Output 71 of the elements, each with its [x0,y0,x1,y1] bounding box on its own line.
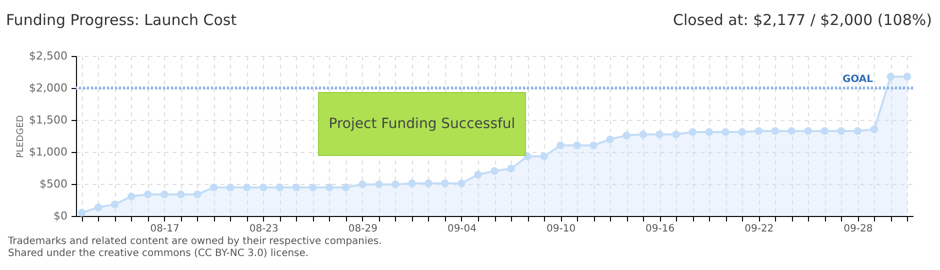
point [804,127,812,135]
point [820,127,829,135]
x-tick-label: 09-28 [844,224,873,234]
point [160,190,168,198]
point [754,127,763,135]
point [441,179,449,188]
y-tick-label: $2,000 [29,82,68,94]
y-tick-label: $500 [40,178,68,190]
point [242,183,251,192]
point [292,183,300,192]
point [886,72,895,81]
y-tick-label: $2,500 [29,50,68,62]
point [326,183,334,192]
point [375,180,383,188]
point [705,128,713,136]
point [78,208,86,217]
point [837,127,846,135]
point [556,141,564,150]
point [193,190,202,198]
point [722,128,730,136]
point [606,135,614,144]
point [771,127,780,135]
chart-subtitle: Closed at: $2,177 / $2,000 (108%) [673,11,932,29]
point [540,152,548,160]
banner: Project Funding Successful [318,92,526,156]
point [672,130,680,138]
point [854,127,862,135]
point [176,190,185,198]
x-tick-label: 08-17 [150,224,180,234]
point [342,183,350,192]
point [424,179,432,188]
point [276,183,284,192]
point [474,170,482,179]
y-tick-label: $1,000 [29,146,68,158]
point [94,203,102,212]
point [226,183,234,192]
x-tick-label: 09-22 [744,224,774,234]
text: Trademarks and related content are owned by their respective companies. [8,236,382,248]
y-tick-label: $1,500 [29,114,68,126]
point [408,179,416,188]
y-tick-label: $0 [54,210,68,222]
point [507,164,515,173]
point [260,183,268,192]
point [738,128,746,136]
point [490,167,498,175]
point [788,127,796,135]
x-tick-label: 09-10 [546,224,576,234]
point [590,141,598,150]
x-tick-label: 09-16 [646,224,675,234]
x-tick-label: 08-29 [348,224,378,234]
point [210,183,218,192]
point [688,128,696,136]
ref-line-label: GOAL [842,74,874,85]
chart-title: Funding Progress: Launch Cost [6,11,237,29]
point [309,183,317,192]
point [458,179,466,188]
point [639,130,647,138]
x-tick-label: 09-04 [447,224,477,234]
y-axis-title: PLEDGED [16,115,26,158]
point [392,180,400,188]
text: Shared under the creative commons (CC BY-NC 3.0) license. [8,248,310,260]
point [127,192,136,200]
point [622,131,630,140]
x-tick-label: 08-23 [249,224,278,234]
point [656,130,664,138]
point [573,141,581,150]
point [358,180,366,188]
point [870,125,878,134]
point [144,190,152,198]
point [903,72,912,81]
point [110,200,119,208]
